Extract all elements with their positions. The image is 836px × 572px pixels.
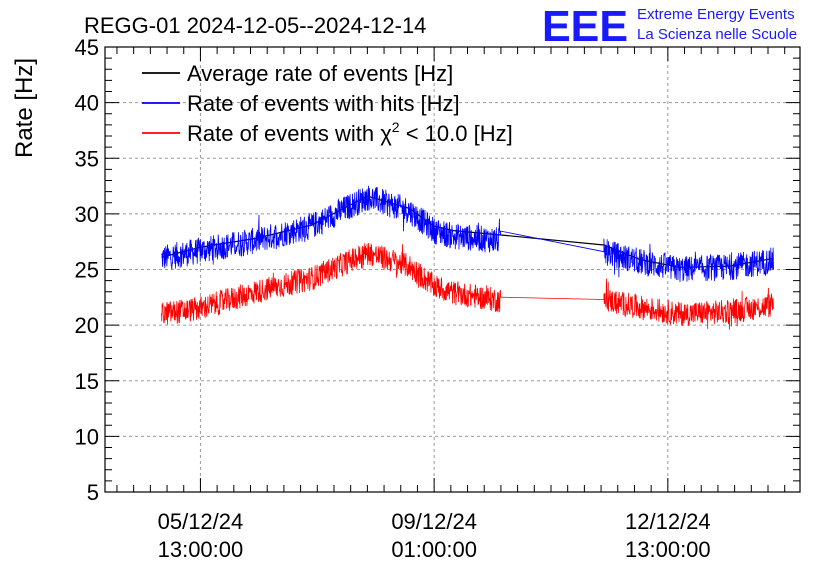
y-tick-labels: 5 10 15 20 25 30 35 40 45	[75, 35, 99, 505]
legend-label-chi2: Rate of events with χ2 < 10.0 [Hz]	[187, 119, 513, 146]
eee-logo-text: EEE	[542, 2, 628, 51]
logo-subtitle-1: Extreme Energy Events	[637, 6, 795, 23]
x-tick-labels: 05/12/24 13:00:00 09/12/24 01:00:00 12/12/24…	[158, 509, 711, 562]
x-tick-label-date: 05/12/24	[158, 509, 244, 534]
legend: Average rate of events [Hz] Rate of even…	[142, 61, 513, 146]
series-line	[161, 243, 774, 330]
x-tick-label-time: 01:00:00	[391, 537, 477, 562]
y-tick-label: 15	[75, 369, 99, 394]
legend-label-average: Average rate of events [Hz]	[187, 61, 453, 86]
y-tick-label: 10	[75, 424, 99, 449]
eee-logo: EEE Extreme Energy Events La Scienza nel…	[542, 2, 797, 51]
series-hits	[161, 185, 774, 283]
series-chi2	[161, 243, 774, 330]
x-tick-label-date: 12/12/24	[625, 509, 711, 534]
y-axis-label: Rate [Hz]	[11, 58, 38, 158]
chart-title: REGG-01 2024-12-05--2024-12-14	[84, 13, 426, 38]
y-tick-label: 40	[75, 91, 99, 116]
axis-ticks	[105, 46, 800, 493]
x-tick-label-time: 13:00:00	[158, 537, 244, 562]
data-series	[161, 185, 774, 330]
y-tick-label: 35	[75, 146, 99, 171]
y-tick-label: 30	[75, 202, 99, 227]
x-tick-label-time: 13:00:00	[625, 537, 711, 562]
y-tick-label: 25	[75, 258, 99, 283]
y-tick-label: 20	[75, 313, 99, 338]
series-line	[161, 185, 774, 283]
logo-subtitle-2: La Scienza nelle Scuole	[637, 26, 797, 43]
y-tick-label: 5	[87, 480, 99, 505]
plot-frame	[104, 46, 801, 493]
legend-label-hits: Rate of events with hits [Hz]	[187, 91, 460, 116]
x-tick-label-date: 09/12/24	[391, 509, 477, 534]
y-tick-label: 45	[75, 35, 99, 60]
